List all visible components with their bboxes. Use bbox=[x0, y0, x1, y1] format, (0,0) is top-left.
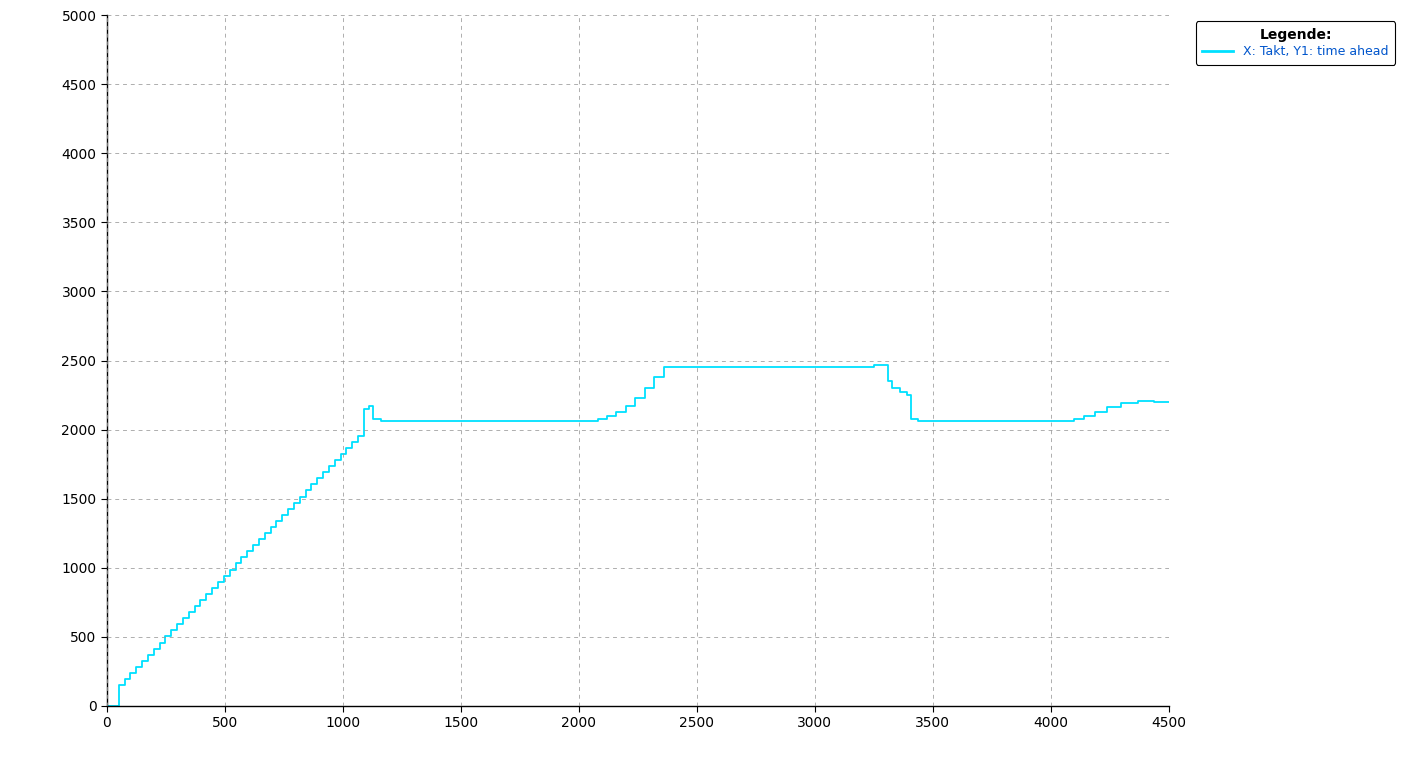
Legend: X: Takt, Y1: time ahead: X: Takt, Y1: time ahead bbox=[1196, 21, 1395, 65]
